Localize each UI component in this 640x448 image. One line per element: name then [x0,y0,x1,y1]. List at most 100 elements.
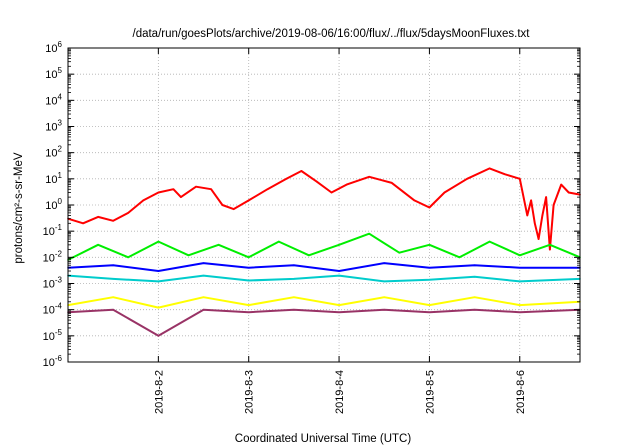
data-point [338,244,340,246]
data-point [383,308,386,311]
data-point [338,274,340,277]
y-tick-exponent: -6 [55,354,63,363]
data-point [549,244,551,246]
y-tick-label: 105 [45,66,62,81]
data-point [338,304,340,306]
y-tick-exponent: -4 [55,302,63,311]
y-tick-label: 10-6 [43,354,63,369]
x-tick-label: 2019-8-2 [153,370,165,414]
y-tick-base: 10 [45,174,57,186]
data-point [368,175,370,178]
y-tick-base: 10 [43,305,55,317]
data-point [473,296,476,298]
data-point [473,308,476,311]
data-point [383,262,386,264]
data-point [210,188,212,191]
data-point [293,308,295,311]
data-point [112,219,114,222]
data-point [82,222,84,225]
y-axis-label: protons/cm²-s-sr-MeV [13,152,25,264]
data-point [180,196,182,198]
data-point [503,173,506,176]
data-point [526,214,529,217]
data-point [541,214,544,217]
data-point [567,191,570,194]
series-layer [67,167,581,337]
y-tick-base: 10 [45,122,57,134]
data-point [232,208,235,210]
y-tick-exponent: -2 [55,249,63,258]
data-point [428,244,431,246]
data-point [315,180,318,183]
data-point [338,270,340,272]
data-point [247,266,250,269]
data-point [142,199,145,202]
data-point [112,296,114,298]
data-point [278,240,280,243]
y-tick-base: 10 [43,331,55,343]
data-point [545,196,547,198]
y-tick-label: 10-4 [43,302,63,317]
data-point [112,278,114,280]
data-point [247,199,250,202]
data-point [428,206,431,209]
y-tick-label: 10-1 [43,223,63,238]
grid-layer [68,48,580,362]
y-tick-exponent: 3 [58,119,63,128]
y-tick-label: 106 [45,40,62,55]
data-point [552,204,555,206]
data-point [157,270,160,272]
data-point [530,199,532,202]
data-point [518,304,521,306]
data-point [428,304,431,306]
series-line-3 [67,262,580,272]
data-point [534,222,536,225]
data-point [338,311,340,314]
data-point [187,254,190,257]
y-tick-exponent: 5 [58,66,63,75]
data-point [443,191,446,194]
data-point [518,178,521,180]
x-tick-label: 2019-8-6 [515,370,527,414]
y-tick-exponent: 0 [58,197,63,206]
y-tick-label: 10-3 [43,276,63,291]
y-tick-base: 10 [43,252,55,264]
data-point [127,256,130,259]
data-point [157,240,160,243]
y-tick-label: 102 [45,145,62,160]
data-point [266,188,269,191]
y-tick-label: 101 [45,171,62,186]
data-point [247,279,250,282]
data-point [537,238,540,240]
data-point [202,262,205,264]
data-point [518,280,521,283]
data-point [330,191,333,194]
x-tick-label: 2019-8-5 [424,370,436,414]
y-tick-base: 10 [45,43,57,55]
data-point [202,274,205,277]
series-line-4 [67,296,581,309]
data-point [560,183,562,186]
y-tick-label: 100 [45,197,62,212]
data-point [112,264,114,267]
data-point [518,266,521,269]
data-point [202,296,205,298]
x-tick-label: 2019-8-3 [244,370,256,414]
data-point [217,244,220,246]
y-tick-exponent: -5 [55,328,63,337]
series-line-5 [67,308,581,337]
y-tick-label: 103 [45,119,62,134]
data-point [345,183,348,186]
data-point [293,296,295,298]
data-point [97,244,99,246]
data-point [428,278,431,281]
y-tick-base: 10 [43,226,55,238]
data-point [293,278,295,280]
x-tick-label: 2019-8-4 [334,370,346,414]
data-point [488,167,491,170]
data-point [157,306,160,309]
data-point [458,256,461,259]
